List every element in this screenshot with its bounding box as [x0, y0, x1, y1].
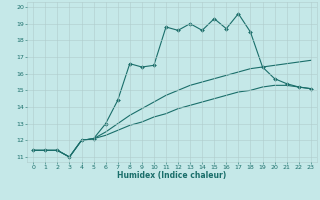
X-axis label: Humidex (Indice chaleur): Humidex (Indice chaleur)	[117, 171, 227, 180]
